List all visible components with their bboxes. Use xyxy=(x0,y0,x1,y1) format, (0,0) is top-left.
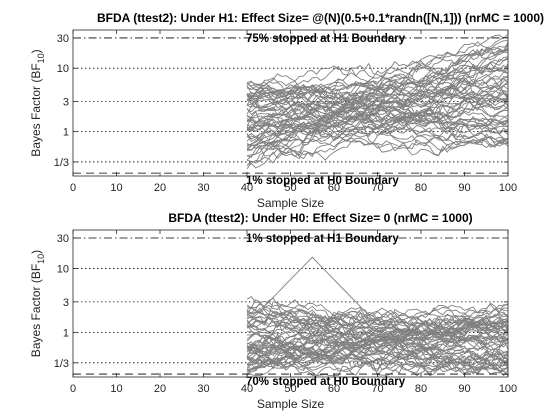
x-tick-label: 60 xyxy=(328,182,340,194)
y-tick-label: 3 xyxy=(63,297,69,309)
x-tick-label: 100 xyxy=(499,182,517,194)
x-tick-label: 70 xyxy=(371,383,383,395)
y-tick-label: 1 xyxy=(63,327,69,339)
chart-title: BFDA (ttest2): Under H1: Effect Size= @(… xyxy=(97,11,544,25)
chart-title: BFDA (ttest2): Under H0: Effect Size= 0 … xyxy=(168,211,472,225)
y-tick-label: 10 xyxy=(57,63,69,75)
y-tick-label: 1/3 xyxy=(54,358,69,370)
x-tick-label: 10 xyxy=(110,383,122,395)
x-tick-label: 70 xyxy=(371,182,383,194)
y-tick-label: 3 xyxy=(63,96,69,108)
x-tick-label: 100 xyxy=(499,383,517,395)
x-tick-label: 50 xyxy=(284,383,296,395)
x-tick-label: 50 xyxy=(284,182,296,194)
x-tick-label: 90 xyxy=(458,182,470,194)
x-axis-label: Sample Size xyxy=(257,196,325,210)
y-axis-label: Bayes Factor (BF10) xyxy=(29,49,46,156)
y-tick-label: 1/3 xyxy=(54,157,69,169)
x-tick-label: 40 xyxy=(241,383,253,395)
y-tick-label: 30 xyxy=(57,233,69,245)
h1-boundary-annotation: 1% stopped at H1 Boundary xyxy=(246,233,399,245)
x-tick-label: 0 xyxy=(70,182,76,194)
x-axis-label: Sample Size xyxy=(257,397,325,411)
x-tick-label: 20 xyxy=(154,182,166,194)
x-tick-label: 0 xyxy=(70,383,76,395)
x-tick-label: 80 xyxy=(415,383,427,395)
x-tick-label: 40 xyxy=(241,182,253,194)
x-tick-label: 10 xyxy=(110,182,122,194)
y-axis-label: Bayes Factor (BF10) xyxy=(29,250,46,357)
x-tick-label: 30 xyxy=(197,383,209,395)
x-tick-label: 80 xyxy=(415,182,427,194)
x-tick-label: 90 xyxy=(458,383,470,395)
y-tick-label: 1 xyxy=(63,127,69,139)
y-tick-label: 30 xyxy=(57,33,69,45)
x-tick-label: 60 xyxy=(328,383,340,395)
x-tick-label: 30 xyxy=(197,182,209,194)
y-tick-label: 10 xyxy=(57,263,69,275)
h1-boundary-annotation: 75% stopped at H1 Boundary xyxy=(246,33,406,45)
x-tick-label: 20 xyxy=(154,383,166,395)
